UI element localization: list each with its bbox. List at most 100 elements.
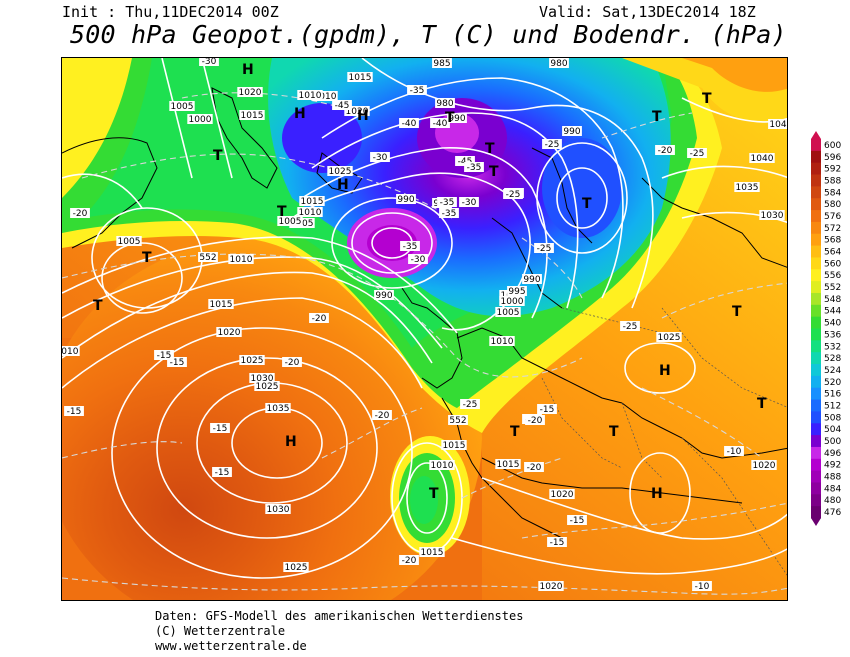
colorbar-tick-label: 512 bbox=[824, 401, 841, 411]
svg-text:-15: -15 bbox=[215, 468, 230, 478]
pressure-label: 1020 bbox=[751, 460, 777, 471]
valid-time: Valid: Sat,13DEC2014 18Z bbox=[539, 3, 756, 21]
low-pressure-symbol: T bbox=[732, 304, 742, 320]
pressure-label: 104 bbox=[768, 119, 787, 130]
svg-text:1015: 1015 bbox=[301, 197, 324, 207]
svg-text:1015: 1015 bbox=[241, 111, 264, 121]
low-pressure-symbol: T bbox=[445, 110, 455, 126]
footer-credits: Daten: GFS-Modell des amerikanischen Wet… bbox=[155, 609, 523, 654]
low-pressure-symbol: T bbox=[702, 91, 712, 107]
pressure-label: 1015 bbox=[299, 196, 325, 207]
svg-text:980: 980 bbox=[436, 99, 453, 109]
temperature-label: -20 bbox=[309, 313, 329, 324]
svg-text:1010: 1010 bbox=[299, 208, 322, 218]
svg-text:1030: 1030 bbox=[267, 505, 290, 515]
svg-text:-20: -20 bbox=[285, 358, 300, 368]
pressure-label: 1010 bbox=[489, 336, 515, 347]
colorbar-cell bbox=[811, 494, 821, 507]
colorbar-cell bbox=[811, 150, 821, 164]
svg-text:-15: -15 bbox=[157, 351, 172, 361]
pressure-label: 1020 bbox=[216, 327, 242, 338]
footer-copyright: (C) Wetterzentrale bbox=[155, 624, 286, 638]
svg-text:1035: 1035 bbox=[267, 404, 290, 414]
low-pressure-symbol: T bbox=[609, 424, 619, 440]
low-pressure-symbol: T bbox=[510, 424, 520, 440]
temperature-label: -20 bbox=[372, 410, 392, 421]
svg-text:-10: -10 bbox=[695, 582, 710, 592]
pressure-label: 1010 bbox=[312, 91, 338, 102]
svg-text:-20: -20 bbox=[312, 314, 327, 324]
temperature-label: -40 bbox=[430, 118, 450, 129]
colorbar-cell bbox=[811, 411, 821, 424]
svg-text:1010: 1010 bbox=[299, 91, 322, 101]
svg-text:990: 990 bbox=[448, 114, 465, 124]
colorbar-cell bbox=[811, 387, 821, 401]
svg-text:-35: -35 bbox=[403, 242, 418, 252]
colorbar-tick-label: 580 bbox=[824, 200, 841, 210]
colorbar-tick-label: 520 bbox=[824, 378, 841, 388]
svg-text:-30: -30 bbox=[202, 58, 217, 67]
pressure-label: 1025 bbox=[254, 381, 280, 392]
high-pressure-symbol: H bbox=[659, 363, 671, 379]
svg-text:-15: -15 bbox=[170, 358, 185, 368]
temperature-label: -30 bbox=[408, 254, 428, 265]
pressure-label: 1035 bbox=[265, 403, 291, 414]
pressure-label: 1005 bbox=[169, 101, 195, 112]
svg-text:-25: -25 bbox=[506, 190, 521, 200]
pressure-label: 990 bbox=[562, 126, 582, 137]
temperature-label: -20 bbox=[525, 415, 545, 426]
temperature-label: -25 bbox=[503, 189, 523, 200]
svg-text:552: 552 bbox=[199, 253, 216, 263]
weather-map: 1015 985 1010 1020 980 990 1005 1000 1015 1020 101… bbox=[61, 57, 788, 601]
svg-text:-15: -15 bbox=[540, 405, 555, 415]
low-pressure-symbol: T bbox=[652, 109, 662, 125]
pressure-label: 1015 bbox=[239, 110, 265, 121]
temperature-label: -15 bbox=[210, 423, 230, 434]
pressure-label: 1020 bbox=[549, 489, 575, 500]
svg-text:104: 104 bbox=[769, 120, 786, 130]
colorbar-cell bbox=[811, 221, 821, 235]
colorbar-tick-label: 568 bbox=[824, 236, 841, 246]
pressure-label: 552 bbox=[448, 415, 468, 426]
svg-text:-15: -15 bbox=[570, 516, 585, 526]
temperature-label: -20 bbox=[524, 462, 544, 473]
pressure-label: 1010 bbox=[297, 90, 323, 101]
pressure-label: 1015 bbox=[347, 72, 373, 83]
svg-text:990: 990 bbox=[523, 275, 540, 285]
svg-text:-35: -35 bbox=[440, 198, 455, 208]
pressure-label: 1000 bbox=[499, 296, 525, 307]
svg-text:-35: -35 bbox=[410, 86, 425, 96]
svg-text:1020: 1020 bbox=[239, 88, 262, 98]
colorbar-tick-label: 532 bbox=[824, 342, 841, 352]
temperature-label: -35 bbox=[400, 241, 420, 252]
pressure-label: 1010 bbox=[297, 207, 323, 218]
svg-text:-35: -35 bbox=[467, 163, 482, 173]
svg-text:995: 995 bbox=[508, 287, 525, 297]
colorbar-cell bbox=[811, 139, 821, 152]
colorbar-cell bbox=[811, 423, 821, 436]
isobars bbox=[62, 58, 787, 579]
colorbar-bottom-arrow bbox=[811, 518, 821, 526]
colorbar-cell bbox=[811, 210, 821, 223]
pressure-label: 1035 bbox=[734, 182, 760, 193]
high-pressure-symbol: H bbox=[242, 62, 254, 78]
colorbar-tick-label: 564 bbox=[824, 248, 841, 258]
pressure-label: 1040 bbox=[749, 153, 775, 164]
pressure-label: 1005 bbox=[277, 216, 303, 227]
temperature-label: -15 bbox=[167, 357, 187, 368]
colorbar-cell bbox=[811, 162, 821, 176]
colorbar-cell bbox=[811, 304, 821, 318]
colorbar-tick-label: 584 bbox=[824, 188, 841, 198]
colorbar-tick-label: 600 bbox=[824, 141, 841, 151]
pressure-label: 1000 bbox=[187, 114, 213, 125]
colorbar-tick-label: 596 bbox=[824, 153, 841, 163]
svg-text:1025: 1025 bbox=[329, 167, 352, 177]
low-pressure-symbol: T bbox=[213, 148, 223, 164]
colorbar-tick-label: 544 bbox=[824, 307, 841, 317]
colorbar-cell bbox=[811, 340, 821, 353]
temperature-label: -10 bbox=[724, 446, 744, 457]
temperature-label: -45 bbox=[332, 100, 352, 111]
colorbar: 600 596 592 588 584 580 576 572 568 564 560 556 552 5… bbox=[811, 131, 850, 526]
colorbar-tick-label: 484 bbox=[824, 484, 841, 494]
pressure-label: 1025 bbox=[656, 332, 682, 343]
